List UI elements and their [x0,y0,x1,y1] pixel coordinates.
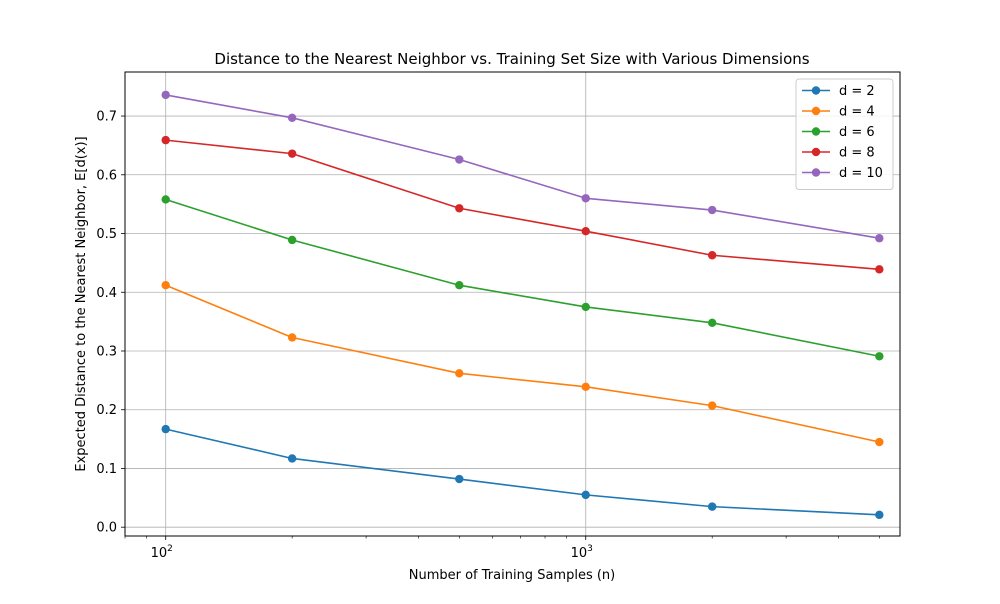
data-point [707,502,717,511]
y-tick-label: 0.5 [96,227,117,242]
data-point [581,226,590,236]
legend-marker [811,86,821,95]
x-tick-label: 102 [151,544,173,561]
legend-label: d = 6 [839,125,875,140]
x-tick-label: 103 [571,544,593,561]
data-point [455,281,464,290]
data-point [161,135,170,145]
data-point [707,318,717,327]
legend-label: d = 2 [839,84,875,99]
legend-marker [811,127,821,136]
series-line-d8 [165,139,880,271]
data-point [875,510,884,520]
data-point [161,424,170,434]
data-point [707,205,717,215]
data-point [455,155,464,164]
y-tick-label: 0.6 [96,168,117,183]
data-point [581,490,590,500]
data-point [287,333,297,342]
data-point [455,204,464,213]
legend-label: d = 8 [839,146,875,161]
data-point [875,234,884,243]
x-axis-label: Number of Training Samples (n) [409,568,615,583]
series-line-d4 [165,284,880,443]
series-layer [161,90,884,520]
data-point [161,90,170,100]
data-point [875,437,884,447]
data-point [581,382,590,392]
grid [125,72,900,536]
data-point [875,265,884,274]
data-point [455,369,464,378]
y-tick-label: 0.7 [96,110,117,125]
legend-label: d = 10 [839,166,883,181]
y-axis-label: Expected Distance to the Nearest Neighbo… [74,136,89,471]
series-line-d6 [165,198,880,358]
data-point [287,454,297,463]
data-point [707,251,717,260]
y-tick-label: 0.3 [96,344,117,359]
legend-marker [811,168,821,177]
data-point [287,235,297,245]
legend-label: d = 4 [839,105,875,120]
data-point [707,401,717,410]
series-line-d2 [165,428,880,516]
data-point [455,474,464,484]
legend: d = 2 d = 4 d = 6 d = 8 d = 10 [795,78,894,190]
legend-marker [811,147,821,157]
plot-frame [124,71,901,537]
chart-title: Distance to the Nearest Neighbor vs. Tra… [214,50,809,68]
legend-box [795,78,894,190]
y-tick-label: 0.4 [96,286,117,301]
data-point [875,352,884,361]
y-tick-label: 0.1 [96,462,117,477]
y-tick-label: 0.2 [96,403,117,418]
y-tick-label: 0.0 [96,521,117,536]
data-point [161,281,170,290]
data-point [581,302,590,312]
y-axis: 0.0 0.1 0.2 0.3 0.4 0.5 0.6 0.7 [96,110,125,536]
data-point [287,149,297,158]
data-point [581,194,590,203]
data-point [161,195,170,204]
legend-marker [811,106,821,116]
x-axis: 102 103 [124,536,880,561]
data-point [287,113,297,123]
series-line-d10 [165,94,880,240]
